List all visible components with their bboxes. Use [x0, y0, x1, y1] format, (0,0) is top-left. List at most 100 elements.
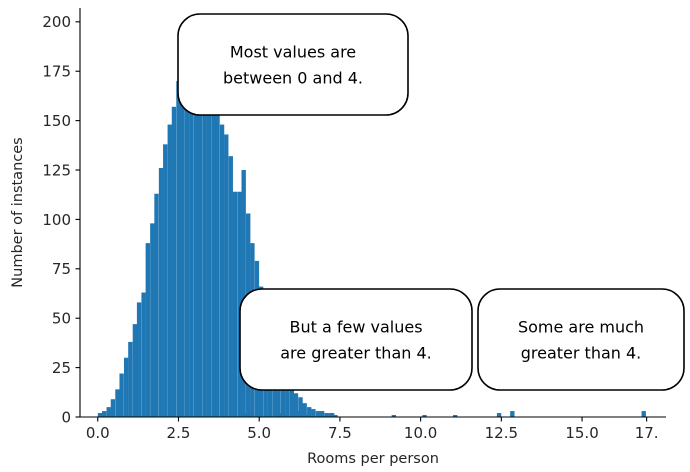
- histogram-bar: [289, 389, 294, 417]
- histogram-bar: [106, 407, 111, 417]
- histogram-bar-outlier: [452, 415, 458, 417]
- histogram-bar: [293, 393, 299, 417]
- y-tick-label: 0: [61, 408, 71, 426]
- histogram-bar: [232, 191, 238, 417]
- histogram-bar: [280, 367, 286, 417]
- axes-layer: [79, 8, 666, 418]
- annotation-text-line: between 0 and 4.: [223, 69, 363, 88]
- histogram-bar: [163, 144, 168, 417]
- histogram-bar: [324, 413, 329, 417]
- x-tick-label: 10.0: [404, 424, 437, 442]
- annotation-bubble: [239, 288, 473, 391]
- annotation-text-line: greater than 4.: [521, 344, 642, 363]
- histogram-bar-outlier: [279, 413, 285, 417]
- histogram-bar: [315, 411, 321, 417]
- histogram-bar: [180, 90, 185, 418]
- histogram-bar-outlier: [266, 415, 272, 417]
- histogram-bar-outlier: [297, 411, 303, 417]
- histogram-bar: [167, 124, 172, 417]
- histogram-bar-outlier: [496, 413, 502, 417]
- x-tick-label: 2.5: [167, 424, 191, 442]
- axis-ticks: [75, 21, 648, 422]
- histogram-bar: [150, 223, 155, 417]
- annotation-bubble: [177, 13, 409, 116]
- histogram-bar-outlier: [641, 411, 646, 417]
- histogram-bar: [193, 71, 199, 417]
- histogram-bar: [158, 168, 164, 417]
- histogram-bar: [176, 81, 181, 418]
- histogram-bar: [132, 324, 138, 417]
- histogram-bar: [123, 357, 129, 417]
- y-axis-title: Number of instances: [10, 137, 26, 287]
- histogram-bar-outlier: [422, 415, 427, 417]
- histogram-bar: [102, 411, 107, 417]
- histogram-bar-outlier: [306, 415, 311, 417]
- histogram-bar: [307, 407, 312, 417]
- histogram-bar: [241, 170, 246, 417]
- annotation-text-line: are greater than 4.: [280, 344, 431, 363]
- x-axis-title: Rooms per person: [307, 451, 439, 467]
- histogram-bar: [128, 341, 133, 417]
- y-tick-label: 150: [42, 112, 71, 130]
- axis-titles: Rooms per person Number of instances: [10, 137, 439, 467]
- y-tick-label: 175: [42, 63, 71, 81]
- histogram-bar: [145, 243, 150, 417]
- annotation-some-much-greater: Some are much greater than 4.: [477, 288, 685, 391]
- histogram-bar: [311, 409, 316, 417]
- y-tick-label: 25: [52, 359, 71, 377]
- histogram-bar: [171, 106, 177, 417]
- histogram-bar: [136, 302, 142, 417]
- histogram-bar: [237, 191, 242, 417]
- x-tick-label: 17.: [635, 424, 659, 442]
- x-tick-label: 15.0: [565, 424, 598, 442]
- y-tick-label: 200: [42, 13, 71, 31]
- x-tick-label: 5.0: [247, 424, 271, 442]
- x-tick-label: 7.5: [328, 424, 352, 442]
- histogram-bar: [97, 413, 103, 417]
- histogram-bar: [154, 193, 159, 417]
- histogram-bar: [141, 292, 146, 417]
- annotation-most-values: Most values are between 0 and 4.: [177, 13, 409, 116]
- histogram-bar-outlier: [510, 411, 515, 417]
- annotation-text-line: Some are much: [518, 318, 644, 337]
- histogram-bar: [211, 85, 216, 417]
- histogram-bar: [202, 17, 207, 417]
- histogram-bar-outlier: [293, 415, 298, 417]
- histogram-bar: [219, 124, 225, 417]
- histogram-bar: [298, 397, 303, 417]
- annotation-bubble: [477, 288, 685, 391]
- annotation-callouts: Most values are between 0 and 4. But a few…: [177, 13, 685, 391]
- histogram-bar: [185, 41, 190, 418]
- y-tick-label: 100: [42, 211, 71, 229]
- x-tick-label: 12.5: [485, 424, 518, 442]
- histogram-bar-outlier: [391, 415, 397, 417]
- histogram-bar: [228, 156, 233, 417]
- histogram-bar: [302, 403, 307, 417]
- histogram-bar-outlier: [249, 413, 254, 417]
- histogram-bar: [333, 415, 338, 417]
- annotation-few-greater: But a few values are greater than 4.: [239, 288, 473, 391]
- histogram-bar: [206, 75, 211, 418]
- histogram-bar: [110, 399, 116, 417]
- y-tick-label: 75: [52, 260, 71, 278]
- histogram-bar-outlier: [329, 413, 335, 417]
- annotation-text-line: But a few values: [289, 318, 422, 337]
- y-tick-label: 125: [42, 161, 71, 179]
- histogram-bar: [119, 373, 124, 417]
- histogram-bar: [197, 21, 203, 418]
- y-tick-label: 50: [52, 310, 71, 328]
- annotation-text-line: Most values are: [230, 43, 356, 62]
- histogram-bar-outlier: [275, 413, 280, 417]
- histogram-bar: [189, 85, 194, 417]
- histogram-bar: [319, 411, 325, 417]
- axis-tick-labels: 0 25 50 75 100 125 150 175 200 0.0 2.5 5.0 7.5 10.0 12…: [42, 13, 658, 442]
- histogram-bar-outlier: [257, 407, 263, 417]
- histogram-bar: [115, 389, 120, 417]
- histogram-bar: [285, 373, 290, 417]
- histogram-bar: [224, 134, 229, 417]
- x-tick-label: 0.0: [86, 424, 110, 442]
- histogram-bar: [215, 75, 220, 418]
- histogram-bar-outlier: [244, 413, 250, 417]
